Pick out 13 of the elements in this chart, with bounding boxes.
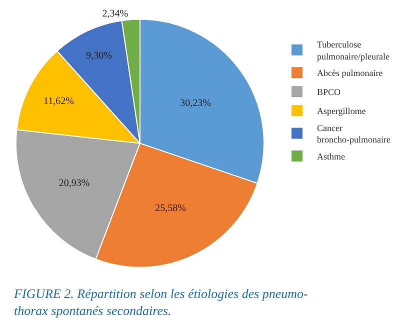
data-label: 25,58%	[155, 203, 186, 214]
legend-label: BPCO	[316, 87, 341, 98]
legend-label: Tuberculose pulmonaire/pleurale	[316, 40, 390, 62]
data-label: 30,23%	[180, 98, 211, 110]
data-label: 2,34%	[102, 8, 128, 20]
data-label: 20,93%	[58, 178, 90, 189]
legend-label: Cancer broncho-pulmonaire	[316, 122, 390, 145]
data-label: 11,62%	[43, 96, 74, 108]
legend-label: Asthme	[316, 152, 345, 162]
legend-label: Aspergillome	[316, 106, 366, 116]
data-label: 9,30%	[86, 50, 112, 62]
caption: FIGURE 2. Répartition selon les étiologies des pneumo- thorax spontanés secondaires.	[13, 286, 308, 318]
legend-label: Abcès pulmonaire	[316, 68, 383, 78]
